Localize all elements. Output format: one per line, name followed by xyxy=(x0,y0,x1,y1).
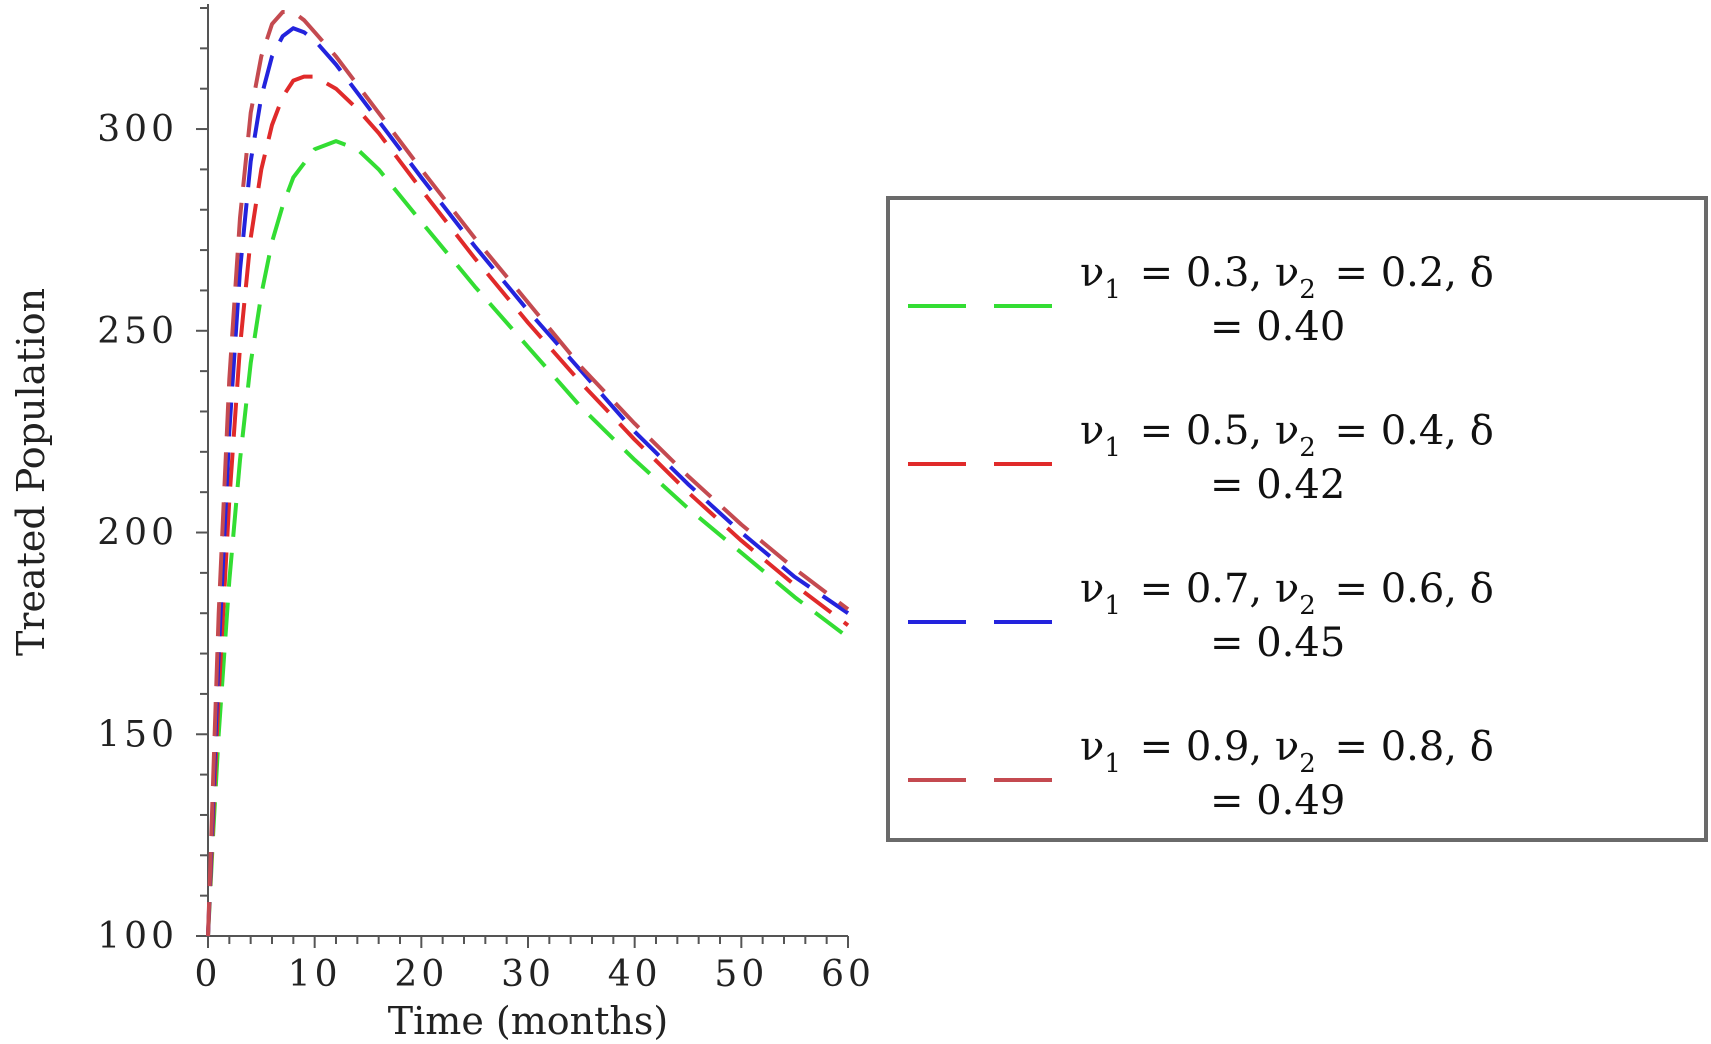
legend-label-line1: ν1 = 0.9, ν2 = 0.8, δ xyxy=(1080,724,1494,779)
legend: ν1 = 0.3, ν2 = 0.2, δ= 0.40 ν1 = 0.5, ν2 … xyxy=(886,196,1708,842)
axes: 100 150 200 250 300 0 10 20 30 40 50 60 xyxy=(97,4,875,995)
y-tick-label: 300 xyxy=(97,109,178,150)
x-tick-label: 10 xyxy=(288,954,342,995)
series-line-4 xyxy=(206,10,850,937)
x-tick-label: 0 xyxy=(195,954,222,995)
y-tick-label: 100 xyxy=(97,916,178,957)
x-tick-label: 30 xyxy=(501,954,555,995)
legend-label-line2: = 0.49 xyxy=(1210,778,1345,824)
y-axis-title: Treated Population xyxy=(9,288,53,656)
series-line-3 xyxy=(206,26,850,937)
series-line-2 xyxy=(206,74,850,937)
legend-entry-2: ν1 = 0.5, ν2 = 0.4, δ= 0.42 xyxy=(908,408,1494,508)
series-line-1 xyxy=(206,139,850,937)
x-axis-title: Time (months) xyxy=(388,999,668,1043)
x-tick-label: 60 xyxy=(821,954,875,995)
x-tick-label: 50 xyxy=(714,954,768,995)
legend-label-line1: ν1 = 0.3, ν2 = 0.2, δ xyxy=(1080,250,1494,305)
plot-area xyxy=(206,10,850,937)
legend-label-line2: = 0.45 xyxy=(1210,620,1345,666)
y-tick-label: 200 xyxy=(97,513,178,554)
legend-label-line1: ν1 = 0.7, ν2 = 0.6, δ xyxy=(1080,566,1494,621)
x-tick-label: 20 xyxy=(394,954,448,995)
legend-entry-1: ν1 = 0.3, ν2 = 0.2, δ= 0.40 xyxy=(908,250,1494,350)
x-tick-label: 40 xyxy=(608,954,662,995)
legend-label-line2: = 0.40 xyxy=(1210,304,1345,350)
legend-label-line2: = 0.42 xyxy=(1210,462,1345,508)
y-tick-label: 250 xyxy=(97,311,178,352)
legend-entry-4: ν1 = 0.9, ν2 = 0.8, δ= 0.49 xyxy=(908,724,1494,824)
legend-label-line1: ν1 = 0.5, ν2 = 0.4, δ xyxy=(1080,408,1494,463)
legend-entry-3: ν1 = 0.7, ν2 = 0.6, δ= 0.45 xyxy=(908,566,1494,666)
y-tick-label: 150 xyxy=(97,714,178,755)
